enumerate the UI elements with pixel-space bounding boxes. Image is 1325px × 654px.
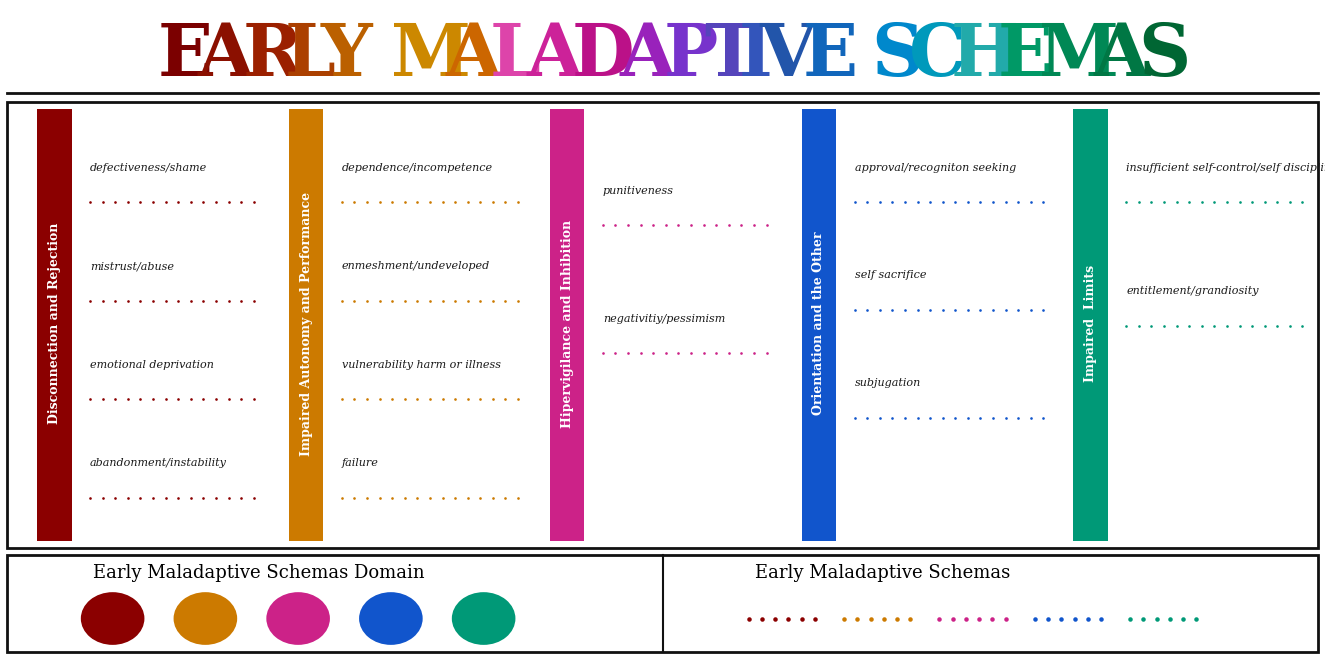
- Text: A: A: [526, 20, 583, 90]
- Text: vulnerability harm or illness: vulnerability harm or illness: [342, 360, 501, 370]
- Text: A: A: [445, 20, 502, 90]
- Text: negativitiy/pessimism: negativitiy/pessimism: [603, 314, 725, 324]
- Text: approval/recogniton seeking: approval/recogniton seeking: [855, 163, 1016, 173]
- Text: M: M: [391, 20, 472, 90]
- Ellipse shape: [266, 592, 330, 645]
- Text: E: E: [158, 20, 213, 90]
- Text: A: A: [197, 20, 254, 90]
- Text: Disconnection and Rejection: Disconnection and Rejection: [48, 223, 61, 424]
- FancyBboxPatch shape: [7, 102, 1318, 548]
- FancyBboxPatch shape: [289, 109, 323, 542]
- Text: mistrust/abuse: mistrust/abuse: [90, 261, 174, 271]
- Ellipse shape: [174, 592, 237, 645]
- Text: S: S: [1138, 20, 1190, 90]
- Text: defectiveness/shame: defectiveness/shame: [90, 163, 207, 173]
- Text: Impaired Autonomy and Performance: Impaired Autonomy and Performance: [299, 192, 313, 456]
- Text: dependence/incompetence: dependence/incompetence: [342, 163, 493, 173]
- Text: entitlement/grandiosity: entitlement/grandiosity: [1126, 286, 1259, 296]
- FancyBboxPatch shape: [802, 109, 836, 542]
- Text: H: H: [951, 20, 1019, 90]
- Text: self sacrifice: self sacrifice: [855, 270, 926, 280]
- Text: Y: Y: [321, 20, 372, 90]
- FancyBboxPatch shape: [7, 555, 1318, 652]
- Text: A: A: [1093, 20, 1150, 90]
- Text: M: M: [1039, 20, 1120, 90]
- Text: emotional deprivation: emotional deprivation: [90, 360, 213, 370]
- Text: Early Maladaptive Schemas: Early Maladaptive Schemas: [755, 564, 1011, 582]
- Text: L: L: [490, 20, 541, 90]
- Text: Orientation and the Other: Orientation and the Other: [812, 232, 825, 415]
- Text: L: L: [285, 20, 335, 90]
- Text: D: D: [572, 20, 635, 90]
- Text: T: T: [705, 20, 758, 90]
- Text: P: P: [664, 20, 718, 90]
- Ellipse shape: [81, 592, 144, 645]
- FancyBboxPatch shape: [550, 109, 584, 542]
- Text: S: S: [872, 20, 924, 90]
- Text: I: I: [738, 20, 772, 90]
- Text: Hipervigilance and Inhibition: Hipervigilance and Inhibition: [560, 220, 574, 428]
- Text: E: E: [803, 20, 859, 90]
- Ellipse shape: [452, 592, 515, 645]
- Text: E: E: [998, 20, 1053, 90]
- Text: A: A: [619, 20, 676, 90]
- Text: punitiveness: punitiveness: [603, 186, 674, 196]
- Text: enmeshment/undeveloped: enmeshment/undeveloped: [342, 261, 490, 271]
- Text: insufficient self-control/self discipline: insufficient self-control/self disciplin…: [1126, 163, 1325, 173]
- Text: Impaired  Limits: Impaired Limits: [1084, 265, 1097, 383]
- Text: subjugation: subjugation: [855, 378, 921, 388]
- FancyBboxPatch shape: [1073, 109, 1108, 542]
- Text: Early Maladaptive Schemas Domain: Early Maladaptive Schemas Domain: [93, 564, 424, 582]
- Text: R: R: [242, 20, 302, 90]
- Text: C: C: [909, 20, 966, 90]
- Text: abandonment/instability: abandonment/instability: [90, 458, 227, 468]
- Ellipse shape: [359, 592, 423, 645]
- Text: V: V: [759, 20, 816, 90]
- Text: failure: failure: [342, 458, 379, 468]
- FancyBboxPatch shape: [37, 109, 72, 542]
